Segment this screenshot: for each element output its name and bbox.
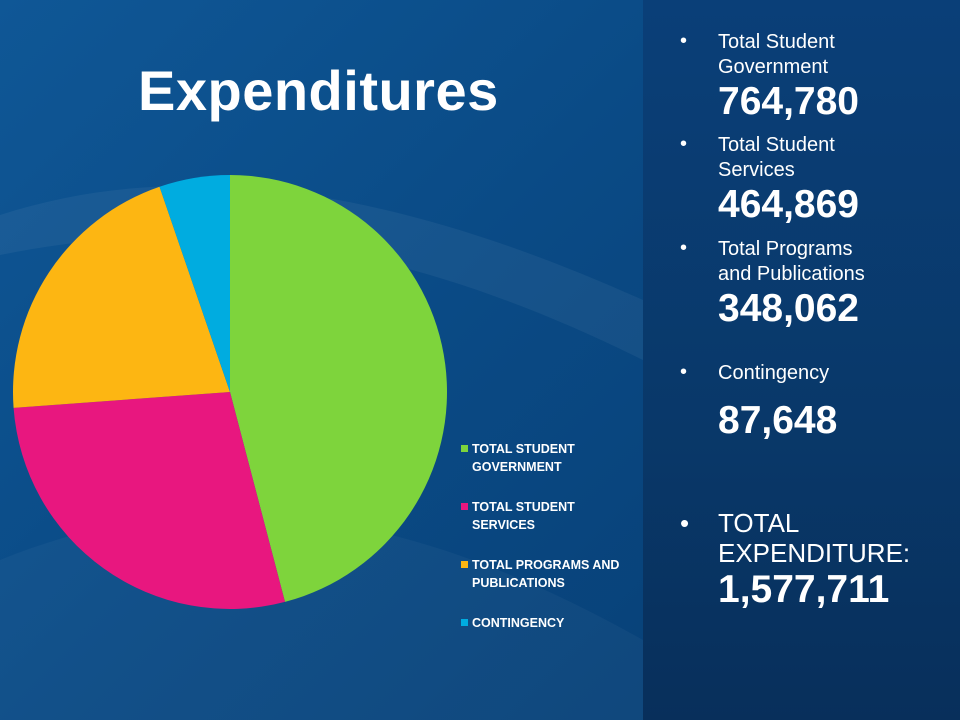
legend-swatch-green <box>461 445 468 452</box>
stat-label-line2: Services <box>718 159 795 181</box>
stat-total-label-line2: EXPENDITURE: <box>718 538 911 568</box>
bullet: • <box>680 237 688 259</box>
bullet: • <box>680 508 690 538</box>
legend-item-student-services: TOTAL STUDENT SERVICES <box>461 498 575 534</box>
stat-label-line1: Total Programs <box>718 238 853 260</box>
stat-value: 464,869 <box>718 183 859 226</box>
stat-label-line2: Government <box>718 56 829 78</box>
legend-label-line1: TOTAL STUDENT <box>472 442 575 456</box>
bullet: • <box>680 133 688 155</box>
legend-item-contingency: CONTINGENCY <box>461 614 564 632</box>
legend-swatch-pink <box>461 503 468 510</box>
stat-value: 764,780 <box>718 80 859 123</box>
pie-slice-programs-publications <box>13 186 230 408</box>
bullet: • <box>680 361 688 383</box>
legend-item-programs-publications: TOTAL PROGRAMS AND PUBLICATIONS <box>461 556 619 592</box>
pie-slice-student-government <box>230 175 448 602</box>
legend-label-line2: GOVERNMENT <box>472 460 562 474</box>
bullet: • <box>680 30 688 52</box>
pie-slice-contingency <box>159 175 230 392</box>
legend-label-line1: TOTAL PROGRAMS AND <box>472 558 620 572</box>
stat-label-line1: Contingency <box>718 362 830 384</box>
stat-label-line2: and Publications <box>718 263 865 285</box>
legend-label-line1: TOTAL STUDENT <box>472 500 575 514</box>
stat-label-line1: Total Student <box>718 134 835 156</box>
legend-swatch-cyan <box>461 619 468 626</box>
legend-label-line1: CONTINGENCY <box>472 616 565 630</box>
stat-total-label-line1: TOTAL <box>718 508 800 538</box>
legend-swatch-orange <box>461 561 468 568</box>
stat-label-line1: Total Student <box>718 31 835 53</box>
right-panel <box>643 0 960 720</box>
stat-value: 348,062 <box>718 287 859 330</box>
slide-title: Expenditures <box>138 59 499 122</box>
expenditure-pie-chart <box>13 175 448 610</box>
legend-label-line2: PUBLICATIONS <box>472 576 565 590</box>
pie-slice-student-services <box>13 392 285 610</box>
legend-label-line2: SERVICES <box>472 518 535 532</box>
legend-item-student-government: TOTAL STUDENT GOVERNMENT <box>461 440 575 476</box>
stat-total-value: 1,577,711 <box>718 568 890 611</box>
stat-value: 87,648 <box>718 399 838 442</box>
